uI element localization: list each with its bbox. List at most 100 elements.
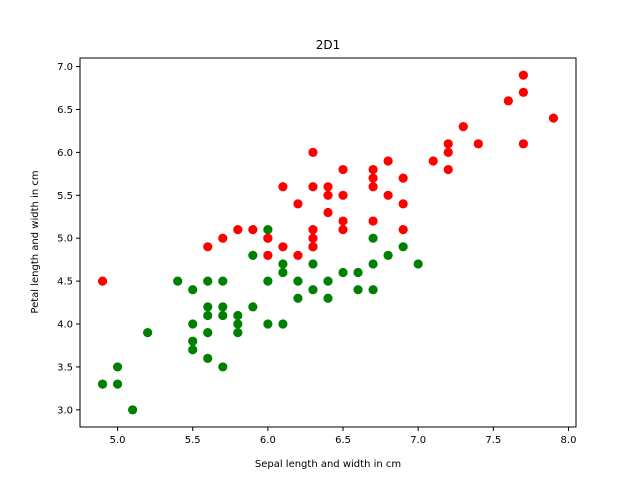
data-point-series-1 xyxy=(203,276,213,286)
data-point-series-1 xyxy=(203,302,213,312)
data-point-series-1 xyxy=(188,319,198,329)
data-point-series-1 xyxy=(203,310,213,321)
data-point-series-2 xyxy=(443,147,453,157)
data-point-series-1 xyxy=(128,405,138,415)
data-point-series-2 xyxy=(383,190,393,200)
data-point-series-1 xyxy=(398,242,408,252)
data-point-series-2 xyxy=(398,225,408,235)
data-point-series-1 xyxy=(383,250,393,260)
data-point-series-2 xyxy=(233,225,243,235)
plot-area: 5.0 5.5 6.0 6.5 7.0 7.5 8.0 3.0 3.5 4.0 4.5 5.0 5.5 6… xyxy=(57,62,576,446)
data-point-series-1 xyxy=(338,267,348,278)
data-point-series-1 xyxy=(203,328,213,338)
y-tick-label: 3.5 xyxy=(57,362,73,373)
data-point-series-1 xyxy=(278,259,288,269)
data-point-series-1 xyxy=(323,276,333,286)
data-point-series-2 xyxy=(503,96,513,106)
data-point-series-1 xyxy=(308,259,318,269)
data-point-series-1 xyxy=(188,336,198,346)
data-point-series-2 xyxy=(263,233,273,243)
x-tick-label: 8.0 xyxy=(561,435,577,446)
chart-title: 2D1 xyxy=(316,38,341,52)
data-point-series-2 xyxy=(293,250,303,260)
data-point-series-1 xyxy=(218,310,228,321)
data-point-series-2 xyxy=(218,233,228,243)
data-point-series-1 xyxy=(112,362,123,372)
y-tick-label: 4.5 xyxy=(57,277,73,288)
data-point-series-1 xyxy=(368,233,378,243)
data-point-series-2 xyxy=(473,139,483,149)
data-point-series-2 xyxy=(458,122,468,132)
data-point-series-2 xyxy=(383,156,393,166)
data-point-series-2 xyxy=(263,250,273,260)
data-point-series-1 xyxy=(263,225,273,235)
data-point-series-1 xyxy=(248,302,258,312)
y-tick-label: 7.0 xyxy=(57,62,73,73)
data-point-series-2 xyxy=(368,164,378,175)
data-point-series-2 xyxy=(428,156,438,166)
data-point-series-2 xyxy=(278,242,288,252)
x-tick-label: 5.0 xyxy=(110,435,126,446)
data-point-series-1 xyxy=(203,353,213,363)
data-point-series-2 xyxy=(338,164,348,175)
x-axis-label: Sepal length and width in cm xyxy=(255,459,401,470)
y-tick-label: 4.0 xyxy=(57,320,73,331)
data-point-series-2 xyxy=(338,216,348,226)
data-point-series-2 xyxy=(308,182,318,192)
data-point-series-1 xyxy=(368,285,378,295)
data-point-series-1 xyxy=(353,267,363,278)
y-tick-label: 5.5 xyxy=(57,191,73,202)
data-point-series-2 xyxy=(203,242,213,252)
data-point-series-1 xyxy=(173,276,183,286)
data-point-series-2 xyxy=(308,225,318,235)
data-point-series-2 xyxy=(518,70,528,80)
data-point-series-1 xyxy=(233,319,243,329)
data-point-series-2 xyxy=(293,199,303,209)
data-point-series-1 xyxy=(218,302,228,312)
data-point-series-1 xyxy=(233,328,243,338)
data-point-series-2 xyxy=(368,173,378,183)
data-point-series-2 xyxy=(443,164,453,175)
data-point-series-1 xyxy=(143,328,153,338)
data-point-series-1 xyxy=(308,285,318,295)
data-point-series-2 xyxy=(338,190,348,200)
y-tick-label: 6.0 xyxy=(57,148,73,159)
y-tick-label: 6.5 xyxy=(57,105,73,116)
data-point-series-2 xyxy=(97,276,108,286)
data-point-series-1 xyxy=(263,276,273,286)
data-point-series-2 xyxy=(323,207,333,218)
data-point-series-2 xyxy=(368,182,378,192)
data-point-series-2 xyxy=(338,225,348,235)
y-tick-label: 3.0 xyxy=(57,405,73,416)
data-point-series-1 xyxy=(263,319,273,329)
x-tick-label: 7.0 xyxy=(410,435,426,446)
data-point-series-2 xyxy=(323,182,333,192)
data-point-series-1 xyxy=(188,285,198,295)
y-axis-label: Petal length and width in cm xyxy=(30,170,41,313)
data-point-series-1 xyxy=(293,276,303,286)
data-point-series-1 xyxy=(112,379,123,389)
data-point-series-1 xyxy=(368,259,378,269)
data-point-series-1 xyxy=(278,267,288,278)
data-point-series-2 xyxy=(398,173,408,183)
data-point-series-1 xyxy=(413,259,423,269)
x-tick-label: 6.5 xyxy=(335,435,351,446)
data-point-series-1 xyxy=(278,319,288,329)
data-point-series-2 xyxy=(308,242,318,252)
data-point-series-2 xyxy=(248,225,258,235)
data-point-series-1 xyxy=(218,362,228,372)
data-point-series-2 xyxy=(398,199,408,209)
x-tick-label: 5.5 xyxy=(185,435,201,446)
data-point-series-1 xyxy=(353,285,363,295)
data-point-series-2 xyxy=(308,147,318,157)
data-point-series-2 xyxy=(308,233,318,243)
data-point-series-1 xyxy=(233,310,243,321)
data-point-series-1 xyxy=(323,293,333,303)
data-point-series-2 xyxy=(323,190,333,200)
data-point-series-1 xyxy=(248,250,258,260)
data-point-series-1 xyxy=(293,293,303,303)
axes-frame xyxy=(79,57,577,428)
data-point-series-2 xyxy=(518,87,528,97)
